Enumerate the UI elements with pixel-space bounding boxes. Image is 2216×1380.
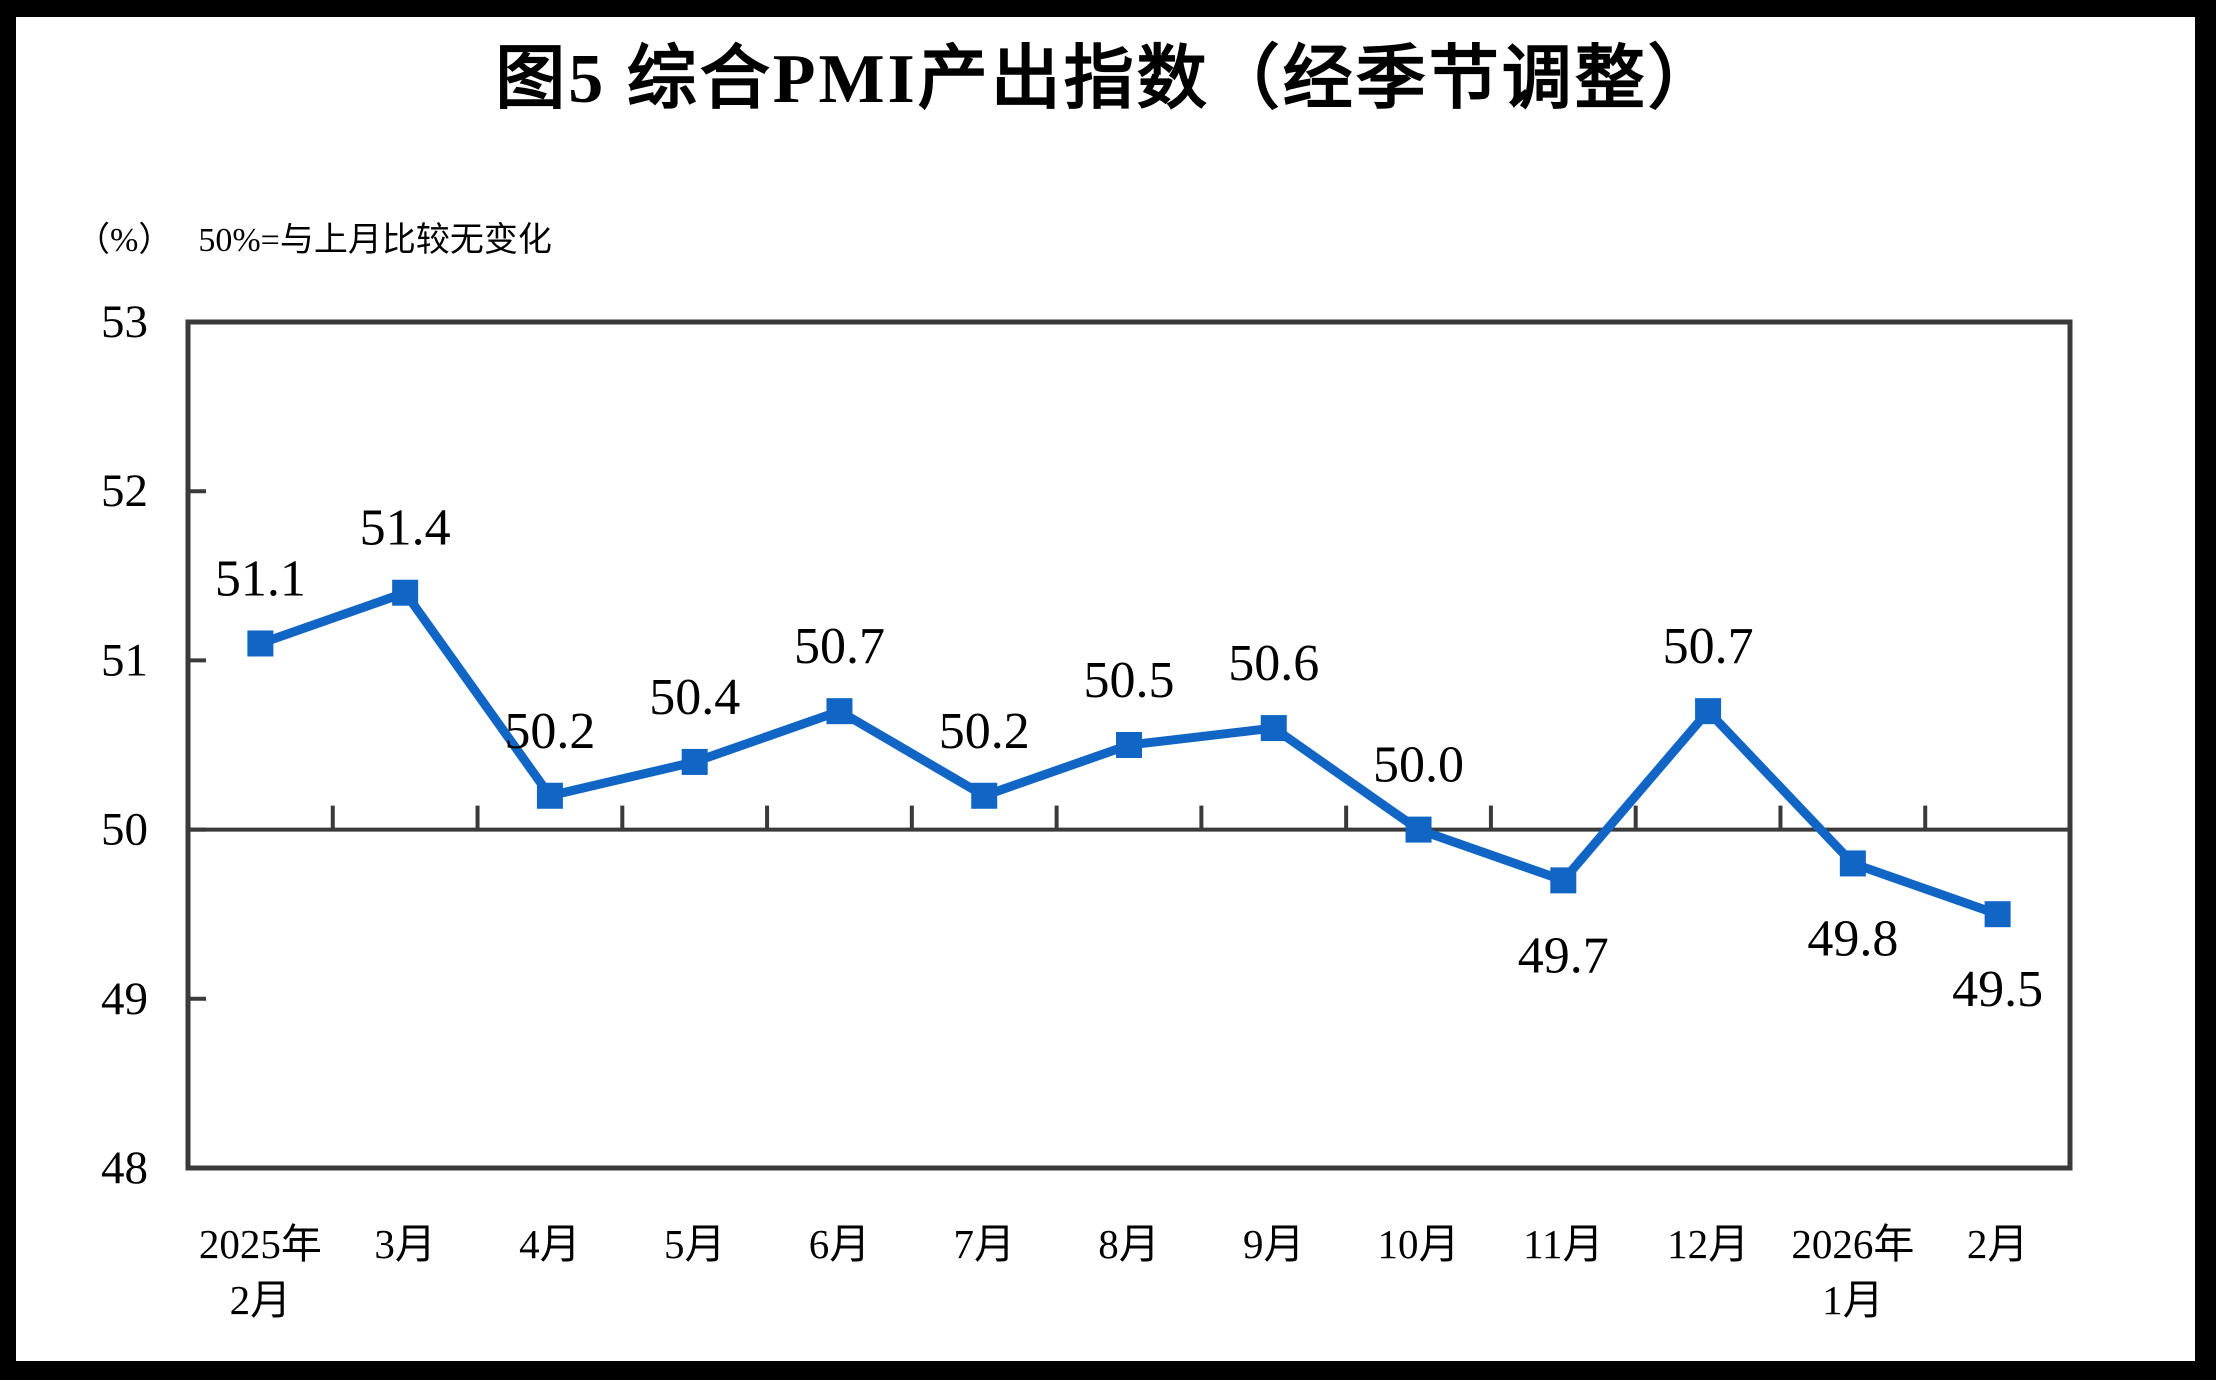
data-point-marker [1695,698,1722,725]
data-point-marker [392,579,419,606]
y-axis-tick-label: 50 [101,804,148,856]
page-background [16,17,2195,1361]
x-axis-category-label: 9月 [1243,1221,1305,1267]
data-point-marker [1116,732,1142,758]
data-point-label: 50.7 [1663,618,1754,675]
data-point-label: 49.7 [1518,927,1609,984]
data-point-marker [1984,901,2011,928]
data-point-marker [536,782,563,809]
y-axis-tick-label: 51 [101,634,148,686]
data-point-label: 49.8 [1807,910,1898,967]
unit-label: （%） [76,222,173,259]
x-axis-category-label: 11月 [1523,1221,1603,1267]
data-point-marker [826,698,853,725]
x-axis-category-label: 2月 [1967,1221,2029,1267]
y-axis-tick-label: 53 [101,296,148,348]
data-point-label: 50.2 [504,703,595,760]
y-axis-tick-label: 48 [101,1142,148,1194]
data-point-label: 50.5 [1084,652,1175,709]
plot-border [185,319,2073,1171]
x-axis-category-label: 8月 [1098,1221,1160,1267]
y-axis-tick-label: 49 [101,973,148,1025]
x-axis-category-label: 2025年 2月 [199,1221,322,1323]
data-point-label: 49.5 [1952,961,2043,1018]
chart-title: 图5 综合PMI产出指数（经季节调整） [495,41,1721,118]
x-axis-category-label: 3月 [374,1221,436,1267]
data-point-marker [681,748,708,775]
data-point-label: 50.2 [939,703,1030,760]
x-axis-category-label: 6月 [809,1221,871,1267]
chart-note: （%） 50%=与上月比较无变化 [76,212,552,261]
x-axis-category-label: 2026年 1月 [1791,1221,1914,1323]
data-point-label: 50.7 [794,618,885,675]
data-point-marker [1405,816,1432,843]
reference-note: 50%=与上月比较无变化 [198,222,552,259]
data-point-marker [247,630,274,657]
x-axis-category-label: 7月 [953,1221,1015,1267]
data-point-label: 51.1 [215,550,306,607]
x-axis-category-label: 12月 [1667,1221,1749,1267]
data-point-label: 50.0 [1373,737,1464,794]
data-point-marker [1550,867,1577,894]
data-point-marker [1260,715,1287,742]
data-point-label: 50.6 [1228,635,1319,692]
data-point-marker [1839,850,1866,877]
data-point-label: 50.4 [649,669,740,726]
data-point-marker [971,782,998,809]
data-point-label: 51.4 [360,500,451,557]
x-axis-category-label: 10月 [1378,1221,1460,1267]
x-axis-category-label: 5月 [664,1221,726,1267]
y-axis-tick-label: 52 [101,465,148,517]
x-axis-category-label: 4月 [519,1221,581,1267]
